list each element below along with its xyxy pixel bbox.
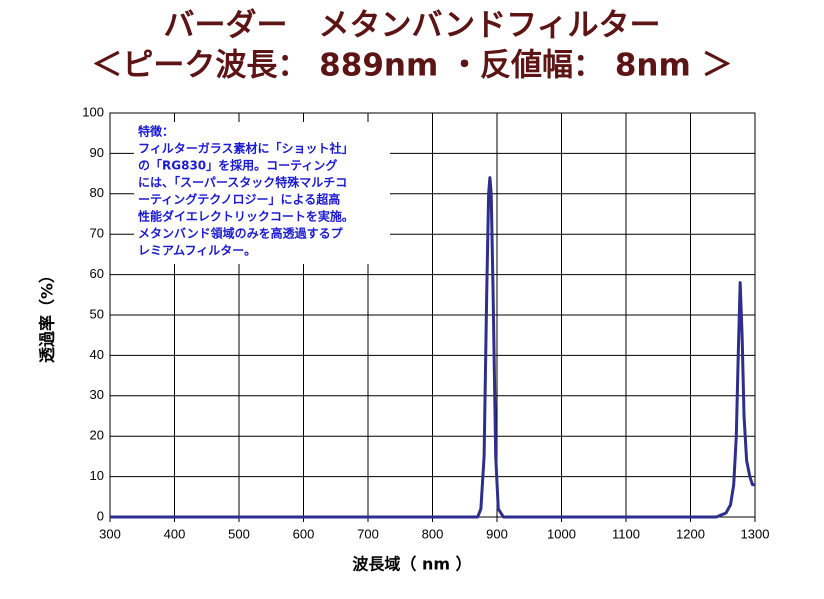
annotation-text: には、「スーパースタック特殊マルチコ	[138, 175, 347, 190]
x-tick-label: 1000	[547, 526, 576, 541]
x-axis-label: 波長域（ nm ）	[352, 555, 471, 574]
x-tick-label: 500	[228, 526, 250, 541]
chart-subtitle: ＜ピーク波長： 889nm ・反値幅： 8nm ＞	[91, 48, 732, 84]
annotation-text: 特徴：	[138, 124, 174, 139]
y-tick-label: 10	[90, 468, 104, 483]
y-tick-label: 70	[90, 226, 104, 241]
y-tick-label: 100	[82, 104, 104, 119]
x-tick-label: 900	[486, 526, 508, 541]
y-axis-label: 透過率（%）	[38, 267, 57, 363]
annotation-box	[134, 122, 390, 264]
annotation-text: メタンバンド領域のみを高透過するプ	[138, 226, 344, 241]
annotation-text: レミアムフィルター。	[138, 244, 256, 258]
annotation-text: フィルターガラス素材に「ショット社」	[138, 141, 354, 156]
y-tick-label: 20	[90, 428, 104, 443]
x-tick-label: 800	[422, 526, 444, 541]
x-tick-label: 1200	[676, 526, 705, 541]
y-tick-label: 80	[90, 185, 104, 200]
y-tick-label: 30	[90, 387, 104, 402]
y-tick-label: 90	[90, 145, 104, 160]
x-tick-label: 1300	[741, 526, 770, 541]
annotation-text: ーティングテクノロジー」による超高	[138, 192, 340, 207]
data-line	[110, 176, 755, 519]
y-tick-label: 40	[90, 347, 104, 362]
x-tick-label: 700	[357, 526, 379, 541]
y-tick-label: 50	[90, 306, 104, 321]
y-tick-label: 60	[90, 266, 104, 281]
annotation-text: 性能ダイエレクトリックコートを実施。	[137, 209, 354, 224]
x-tick-label: 300	[99, 526, 121, 541]
chart-title: バーダー メタンバンドフィルター	[164, 8, 661, 44]
x-tick-label: 600	[293, 526, 315, 541]
x-tick-label: 400	[164, 526, 186, 541]
annotation-text: の「RG830」を採用。コーティング	[138, 158, 337, 173]
x-tick-label: 1100	[612, 526, 640, 541]
y-tick-label: 0	[97, 508, 104, 523]
